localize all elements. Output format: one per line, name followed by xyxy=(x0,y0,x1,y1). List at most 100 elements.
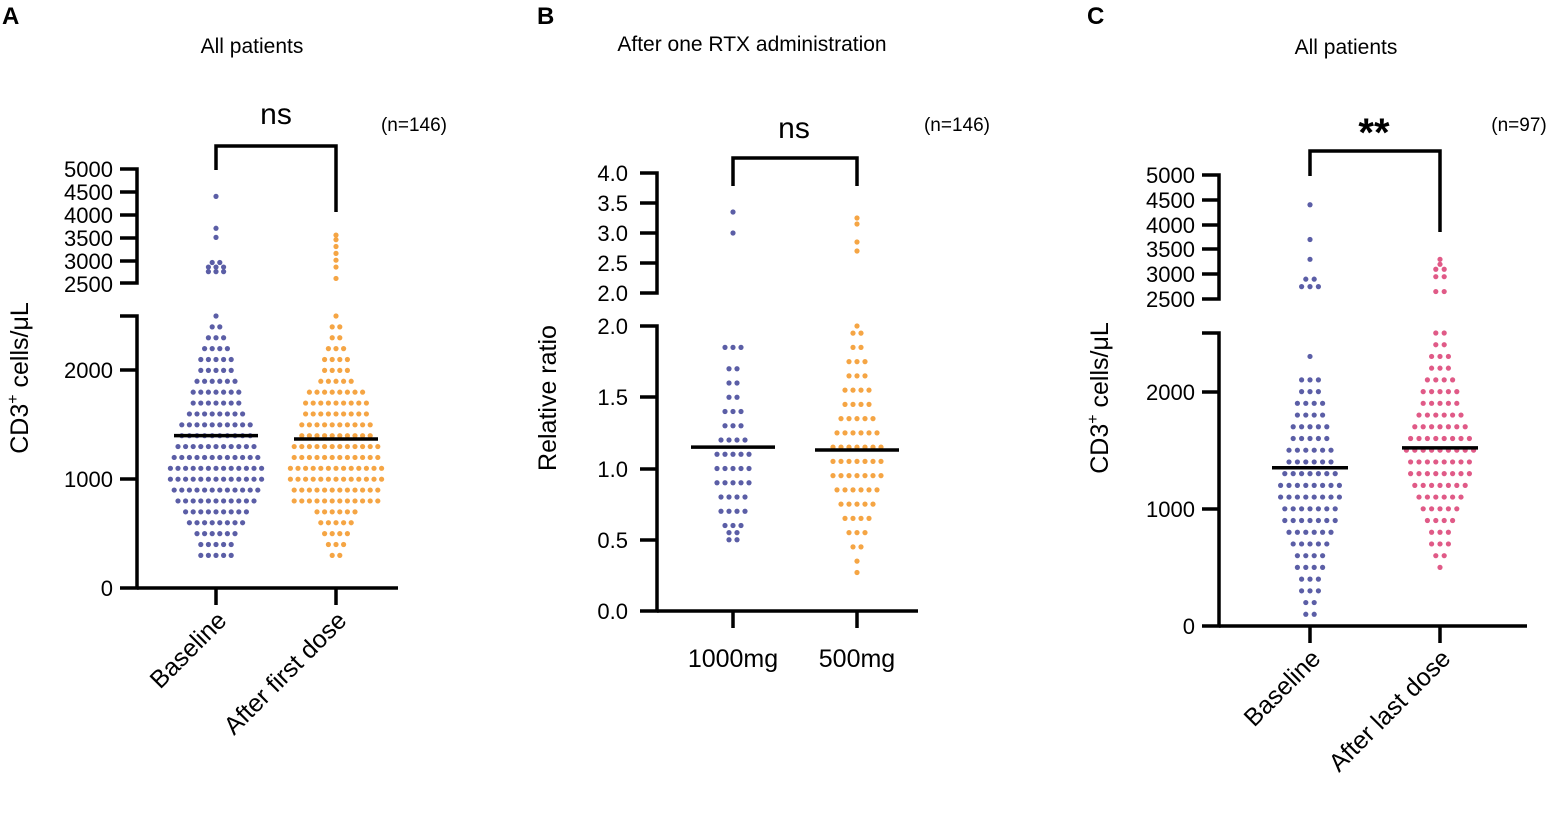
panel-a-data-point xyxy=(337,335,343,341)
panel-c-data-point xyxy=(1433,288,1439,295)
panel-a-data-point xyxy=(322,389,328,395)
panel-a-data-point xyxy=(240,487,246,493)
panel-a-data-point xyxy=(344,443,350,450)
panel-b-data-point xyxy=(858,387,864,393)
panel-a-data-point xyxy=(186,487,192,493)
panel-b-data-point xyxy=(726,530,732,536)
panel-b-data-point xyxy=(718,437,724,443)
panel-a-data-point xyxy=(306,422,312,428)
panel-b-data-point xyxy=(838,416,844,422)
panel-c-data-point xyxy=(1441,288,1447,295)
panel-c-data-point xyxy=(1441,471,1447,477)
panel-a-data-point xyxy=(329,367,335,373)
panel-c-data-point xyxy=(1315,471,1321,477)
panel-a-data-point xyxy=(356,476,362,482)
panel-c-data-point xyxy=(1420,389,1426,395)
panel-c-data-point xyxy=(1286,459,1292,465)
panel-a-data-point xyxy=(205,552,211,558)
panel-a-data-point xyxy=(190,400,196,406)
panel-a-data-point xyxy=(306,487,312,493)
panel-b-data-point xyxy=(862,501,868,507)
panel-a-data-point xyxy=(344,422,350,428)
panel-c-data-point xyxy=(1286,529,1292,535)
panel-b-category-500mg: 500mg xyxy=(819,645,895,673)
panel-a-data-point xyxy=(352,509,358,515)
panel-a-data-point xyxy=(325,411,331,417)
panel-a-data-point xyxy=(221,443,227,450)
panel-a-y-ticks xyxy=(120,190,137,481)
panel-a-data-point xyxy=(251,476,257,482)
panel-a-data-point xyxy=(213,335,219,341)
panel-a-data-point xyxy=(190,389,196,395)
panel-b-ytick-0.0: 0.0 xyxy=(597,599,628,624)
panel-b-ytick-0.5: 0.5 xyxy=(597,528,628,553)
panel-b-data-point xyxy=(730,465,736,472)
panel-c-data-point xyxy=(1445,482,1451,488)
panel-c-data-point xyxy=(1307,506,1313,512)
panel-c-data-point xyxy=(1294,447,1300,453)
panel-a-data-point xyxy=(198,552,204,558)
panel-a-ytick-4000: 4000 xyxy=(64,203,113,228)
panel-b-data-point xyxy=(726,437,732,443)
panel-a-data-point xyxy=(198,476,204,482)
panel-c-data-point xyxy=(1278,494,1284,500)
panel-b-ytick-1.0: 1.0 xyxy=(597,457,628,482)
panel-a-data-point xyxy=(217,378,223,384)
panel-c-data-point xyxy=(1437,353,1443,360)
panel-a-data-point xyxy=(367,443,373,450)
panel-b: B After one RTX administration (n=146) n… xyxy=(534,3,990,673)
panel-c-data-point xyxy=(1437,256,1443,262)
panel-b-data-point xyxy=(858,430,864,436)
panel-a-data-point xyxy=(228,476,234,482)
panel-a-data-point xyxy=(363,400,369,406)
panel-c-data-point xyxy=(1324,471,1330,477)
panel-c-data-point xyxy=(1429,541,1435,547)
panel-b-data-point xyxy=(738,408,744,415)
panel-a-data-point xyxy=(314,389,320,395)
panel-a-data-point xyxy=(314,433,320,439)
panel-a-data-point xyxy=(344,498,350,504)
panel-b-data-point xyxy=(722,480,728,486)
panel-c-data-point xyxy=(1441,494,1447,500)
panel-a-label: A xyxy=(2,3,19,30)
panel-a-data-point xyxy=(221,269,227,275)
panel-c-data-point xyxy=(1408,435,1414,442)
panel-c-ytick-4000: 4000 xyxy=(1146,213,1195,238)
panel-a-data-point xyxy=(299,498,305,504)
panel-a-data-point xyxy=(352,487,358,493)
panel-a-data-point xyxy=(186,411,192,417)
panel-a-data-point xyxy=(228,400,234,406)
panel-a-data-point xyxy=(217,454,223,461)
panel-b-y-axis-label: Relative ratio xyxy=(534,325,562,471)
panel-c-data-point xyxy=(1433,330,1439,336)
panel-c-data-point xyxy=(1290,506,1296,512)
panel-c-data-point xyxy=(1458,435,1464,442)
panel-a-data-point xyxy=(205,335,211,341)
panel-a-data-point xyxy=(213,400,219,406)
panel-a-data-point xyxy=(348,465,354,471)
panel-c-data-point xyxy=(1420,400,1426,406)
panel-a-data-point xyxy=(375,454,381,461)
panel-b-data-point xyxy=(730,451,736,457)
panel-c-data-point xyxy=(1454,424,1460,430)
panel-c-data-point xyxy=(1320,553,1326,559)
panel-c-data-point xyxy=(1320,564,1326,571)
panel-a-data-point xyxy=(337,324,343,330)
panel-a-data-point xyxy=(221,552,227,558)
panel-a-data-point xyxy=(329,487,335,493)
panel-b-category-1000mg: 1000mg xyxy=(688,645,778,673)
panel-a-data-point xyxy=(322,487,328,493)
panel-c-y-ticks xyxy=(1202,198,1219,511)
panel-a-data-point xyxy=(360,433,366,439)
panel-a-data-point xyxy=(232,487,238,493)
panel-c-data-point xyxy=(1445,365,1451,371)
panel-a-ytick-5000: 5000 xyxy=(64,157,113,182)
panel-b-data-point xyxy=(722,465,728,472)
panel-a-data-point xyxy=(299,433,305,439)
panel-c-data-point xyxy=(1424,494,1430,500)
panel-c-data-point xyxy=(1450,494,1456,500)
panel-a-ytick-3500: 3500 xyxy=(64,226,113,251)
panel-a-data-point xyxy=(198,389,204,395)
panel-c-data-point xyxy=(1324,517,1330,524)
panel-a-data-point xyxy=(194,454,200,461)
